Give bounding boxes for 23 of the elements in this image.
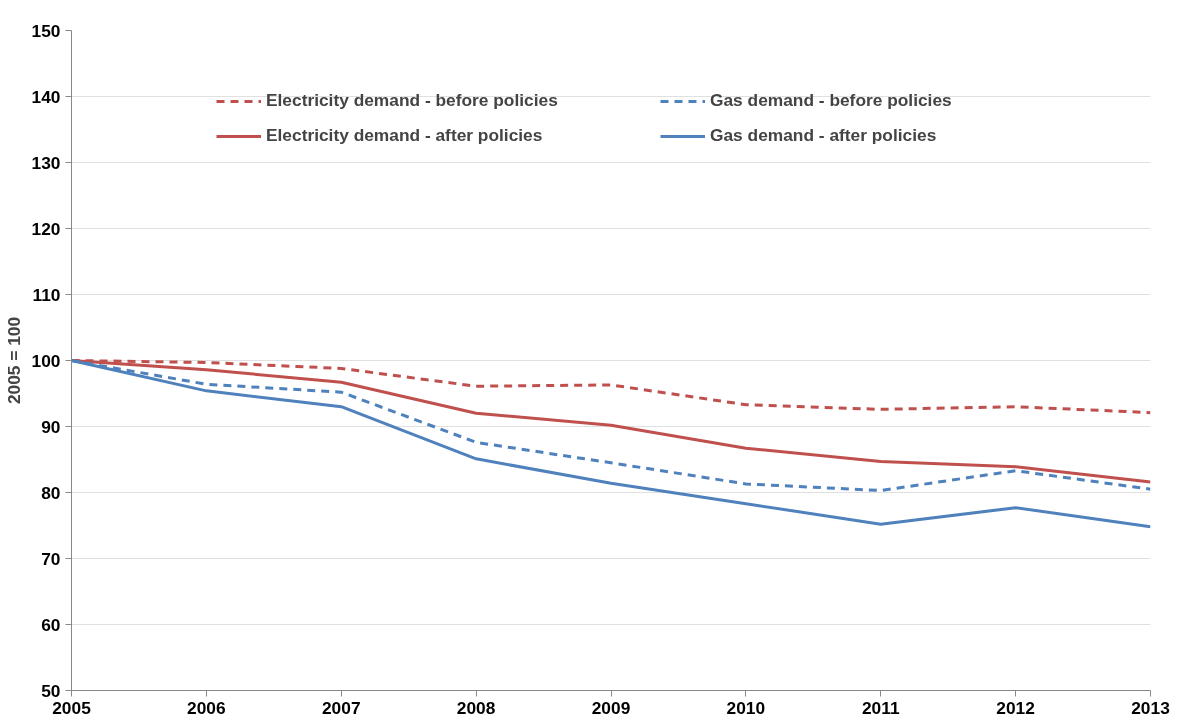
y-axis-title: 2005 = 100 xyxy=(3,316,24,405)
y-tick-label: 60 xyxy=(41,614,61,635)
legend-label: Electricity demand - before policies xyxy=(266,90,559,111)
x-tick-label: 2009 xyxy=(591,697,631,718)
legend-label: Gas demand - before policies xyxy=(710,90,953,111)
x-tick-label: 2013 xyxy=(1131,697,1171,718)
y-tick-label: 70 xyxy=(41,548,61,569)
x-tick-label: 2006 xyxy=(187,697,227,718)
x-tick-label: 2012 xyxy=(996,697,1035,718)
y-tick-label: 90 xyxy=(41,416,61,437)
y-tick-label: 120 xyxy=(31,218,61,239)
y-tick-label: 140 xyxy=(31,86,61,107)
x-tick-label: 2008 xyxy=(456,697,496,718)
x-tick-label: 2010 xyxy=(726,697,766,718)
y-tick-label: 110 xyxy=(32,284,61,305)
y-tick-label: 100 xyxy=(31,350,61,371)
y-tick-label: 80 xyxy=(41,482,61,503)
y-tick-label: 130 xyxy=(31,152,61,173)
y-tick-label: 150 xyxy=(31,20,61,41)
legend-label: Gas demand - after policies xyxy=(710,125,938,146)
x-tick-label: 2007 xyxy=(321,697,361,718)
x-tick-label: 2011 xyxy=(861,697,900,718)
legend-label: Electricity demand - after policies xyxy=(266,125,544,146)
